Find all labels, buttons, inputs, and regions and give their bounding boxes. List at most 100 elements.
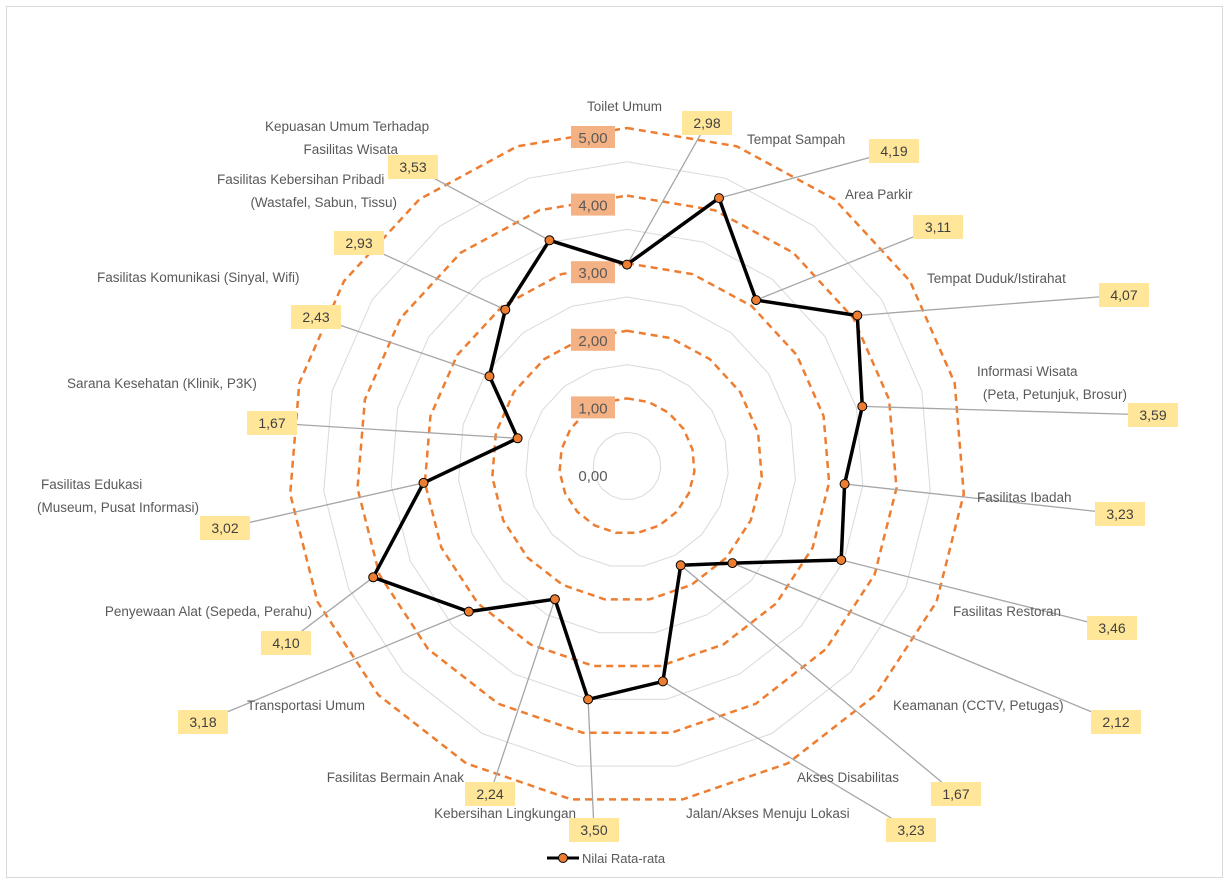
value-label-text: 3,53 (399, 159, 426, 175)
radial-tick-label: 0,00 (578, 468, 607, 485)
major-grid-ring (288, 126, 966, 801)
value-label-box (291, 305, 341, 329)
category-label-toilet-umum: Toilet Umum (587, 99, 662, 114)
leader-line (587, 699, 595, 831)
data-point-fasilitas-restoran (836, 555, 847, 565)
tick-label-bg (571, 126, 615, 148)
category-label-kepuasan-umum-terhadap-fasilitas-wisata: Fasilitas Wisata (303, 142, 398, 157)
value-label-text: 4,07 (1110, 287, 1137, 303)
leader-line (224, 482, 424, 529)
value-label-text: 2,12 (1102, 714, 1129, 730)
category-label-kepuasan-umum-terhadap-fasilitas-wisata: Kepuasan Umum Terhadap (265, 119, 429, 134)
value-label-box (913, 215, 963, 239)
minor-grid-ring (323, 161, 931, 767)
value-label-box (1091, 710, 1141, 734)
value-label-box (334, 231, 384, 255)
value-label-text: 3,23 (1106, 506, 1133, 522)
leader-line (755, 226, 939, 301)
value-label-sarana-kesehatan-klinik-p3k: 1,67 (247, 411, 297, 435)
data-point-toilet-umum (622, 259, 632, 270)
series-line (371, 196, 865, 702)
category-label-sarana-kesehatan-klinik-p3k: Sarana Kesehatan (Klinik, P3K) (67, 376, 257, 391)
value-label-box (682, 111, 732, 135)
radial-tick-label: 4,00 (578, 198, 607, 215)
value-label-area-parkir: 3,11 (913, 215, 963, 239)
value-label-text: 2,43 (302, 309, 329, 325)
value-label-tempat-sampah: 4,19 (869, 139, 919, 163)
value-label-box (569, 818, 619, 842)
data-point-keamanan-cctv-petugas (727, 558, 738, 569)
data-point-transportasi-umum (463, 606, 474, 617)
category-label-fasilitas-bermain-anak: Fasilitas Bermain Anak (327, 770, 465, 785)
category-label-fasilitas-kebersihan-pribadi-wastafel-sabun-tissu: Fasilitas Kebersihan Pribadi (217, 172, 384, 187)
value-label-fasilitas-komunikasi-sinyal-wifi: 2,43 (291, 305, 341, 329)
value-label-transportasi-umum: 3,18 (178, 710, 228, 734)
leader-line (857, 294, 1125, 317)
minor-grid-ring (458, 296, 796, 634)
radial-tick-label: 2,00 (578, 333, 607, 350)
value-label-fasilitas-edukasi-museum-pusat-informasi: 3,02 (200, 516, 250, 540)
value-label-keamanan-cctv-petugas: 2,12 (1091, 710, 1141, 734)
value-label-penyewaan-alat-sepeda-perahu: 4,10 (261, 631, 311, 655)
value-labels: 2,98 4,19 3,11 4,07 3,59 3,23 3,46 2,12 1,67 3,23… (178, 111, 1178, 842)
category-label-area-parkir: Area Parkir (845, 187, 913, 202)
category-label-fasilitas-kebersihan-pribadi-wastafel-sabun-tissu: (Wastafel, Sabun, Tissu) (250, 195, 397, 210)
category-label-informasi-wisata-peta-petunjuk-brosur: Informasi Wisata (977, 364, 1078, 379)
value-label-fasilitas-ibadah: 3,23 (1095, 502, 1145, 526)
leader-line (862, 405, 1154, 416)
value-label-tempat-duduk-istirahat: 4,07 (1099, 283, 1149, 307)
category-label-fasilitas-edukasi-museum-pusat-informasi: Fasilitas Edukasi (41, 477, 142, 492)
leader-line (315, 316, 490, 377)
value-label-text: 3,23 (897, 822, 924, 838)
legend-marker (558, 853, 568, 863)
value-label-box (247, 411, 297, 435)
value-label-text: 2,24 (476, 786, 503, 802)
major-grid-ring (423, 261, 831, 668)
category-label-fasilitas-restoran: Fasilitas Restoran (953, 604, 1061, 619)
category-label-kebersihan-lingkungan: Kebersihan Lingkungan (434, 806, 576, 821)
value-label-box (200, 516, 250, 540)
value-label-box (1128, 403, 1178, 427)
radial-tick-label: 1,00 (578, 400, 607, 417)
data-point-kepuasan-umum-terhadap-fasilitas-wisata (544, 235, 555, 246)
value-label-fasilitas-bermain-anak: 2,24 (465, 782, 515, 806)
category-label-fasilitas-edukasi-museum-pusat-informasi: (Museum, Pusat Informasi) (37, 500, 199, 515)
category-label-penyewaan-alat-sepeda-perahu: Penyewaan Alat (Sepeda, Perahu) (105, 604, 312, 619)
data-point-jalan-akses-menuju-lokasi (657, 676, 668, 687)
leader-line (732, 562, 1117, 723)
minor-grid-ring (390, 228, 864, 700)
value-label-text: 1,67 (258, 415, 285, 431)
tick-label-bg (571, 328, 615, 351)
value-label-text: 3,59 (1139, 407, 1166, 423)
category-label-tempat-duduk-istirahat: Tempat Duduk/Istirahat (927, 271, 1066, 286)
category-label-informasi-wisata-peta-petunjuk-brosur: (Peta, Petunjuk, Brosur) (983, 387, 1127, 402)
data-point-akses-disabilitas (675, 560, 686, 571)
value-label-box (886, 818, 936, 842)
value-label-fasilitas-restoran: 3,46 (1087, 616, 1137, 640)
category-label-jalan-akses-menuju-lokasi: Jalan/Akses Menuju Lokasi (686, 806, 850, 821)
leader-line (718, 150, 895, 199)
legend: Nilai Rata-rata (547, 851, 666, 866)
leader-line (841, 559, 1113, 629)
radar-chart: 0,00 1,00 2,00 3,00 4,00 5,00 Toilet Umum Temp… (37, 99, 1178, 866)
leader-line (271, 422, 518, 439)
radial-tick-label: 5,00 (578, 130, 607, 147)
value-label-box (1099, 283, 1149, 307)
legend-label: Nilai Rata-rata (582, 851, 666, 866)
value-label-text: 1,67 (942, 786, 969, 802)
value-label-text: 2,93 (345, 235, 372, 251)
category-label-transportasi-umum: Transportasi Umum (247, 698, 365, 713)
radial-axis-ticks: 0,00 1,00 2,00 3,00 4,00 5,00 (571, 126, 615, 485)
tick-label-bg (571, 261, 615, 284)
value-label-text: 4,10 (272, 635, 299, 651)
value-label-text: 3,46 (1098, 620, 1125, 636)
leader-line (202, 610, 470, 723)
data-point-fasilitas-ibadah (839, 479, 850, 489)
value-label-box (1087, 616, 1137, 640)
data-point-penyewaan-alat-sepeda-perahu (368, 572, 379, 583)
leader-line (844, 483, 1121, 515)
value-label-text: 4,19 (880, 143, 907, 159)
category-label-fasilitas-komunikasi-sinyal-wifi: Fasilitas Komunikasi (Sinyal, Wifi) (97, 270, 300, 285)
category-label-fasilitas-ibadah: Fasilitas Ibadah (977, 490, 1072, 505)
tick-label-bg (571, 193, 615, 216)
